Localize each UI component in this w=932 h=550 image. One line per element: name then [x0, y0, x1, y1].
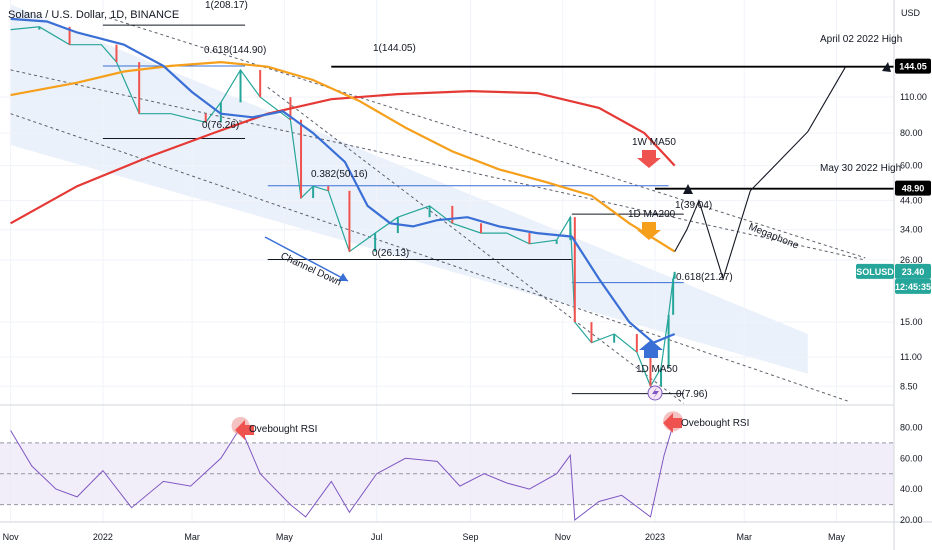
down-arrow-icon	[637, 222, 661, 240]
ma-line	[10, 60, 676, 253]
markers-layer	[235, 62, 891, 440]
dashed-trendline	[108, 17, 866, 259]
symbol-tag	[856, 263, 894, 279]
rsi-line	[10, 419, 676, 521]
rsi-tick: 20.00	[900, 515, 923, 525]
price-line	[10, 26, 676, 388]
level-tag	[895, 58, 931, 74]
projection-arrow-icon	[882, 62, 891, 72]
currency-label: USD	[901, 8, 921, 18]
rsi-tick: 60.00	[900, 453, 923, 463]
may-high-label: May 30 2022 High	[820, 163, 901, 174]
trend-lines	[10, 17, 866, 404]
price-tick: 110.00	[900, 92, 927, 102]
level-tag-text: 144.05	[899, 62, 927, 72]
rsi-pane	[0, 411, 894, 521]
dashed-trendline	[10, 69, 866, 261]
fib-label: 1(144.05)	[373, 43, 416, 54]
fib-label: 0(26.13)	[372, 248, 409, 259]
level-tag	[895, 180, 931, 196]
grid	[0, 0, 894, 522]
april-high-label: April 02 2022 High	[820, 34, 902, 45]
dashed-trendline	[10, 113, 851, 403]
countdown-tag-text: 12:45:35	[895, 282, 931, 292]
channel-arrow-icon	[338, 273, 348, 281]
fib-label: 0(76.26)	[202, 120, 239, 131]
level-tag-text: 48.90	[902, 184, 925, 194]
price-tick: 15.00	[900, 317, 923, 327]
overbought-rsi-label-2: Ovebought RSI	[681, 418, 749, 429]
fib-label: 0.382(50.16)	[311, 169, 368, 180]
symbol-tag-text: SOLUSD	[856, 267, 894, 277]
countdown-tag	[895, 278, 931, 294]
up-arrow-icon	[639, 340, 663, 358]
price-tick: 34.00	[900, 225, 923, 235]
time-label: Nov	[555, 532, 572, 542]
time-label: Mar	[184, 532, 200, 542]
rsi-tick: 80.00	[900, 422, 923, 432]
price-tick: 11.00	[900, 352, 922, 362]
left-arrow-icon	[663, 413, 682, 433]
left-arrow-icon	[235, 420, 254, 440]
projection-path	[674, 66, 847, 281]
ma-line	[10, 17, 676, 344]
channel-arrow	[264, 236, 349, 282]
price-tick: 44.00	[900, 196, 923, 206]
down-arrow-icon	[637, 150, 661, 168]
ma-1d200-label: 1D MA200	[628, 209, 676, 220]
fib-label: 0(7.96)	[676, 389, 708, 400]
last-price-tag	[895, 263, 931, 279]
rsi-tick: 40.00	[900, 484, 923, 494]
price-tick: 26.00	[900, 255, 923, 265]
time-label: May	[828, 532, 846, 542]
axes: 110.00 80.00 60.00 44.00 34.00 26.00 15.00 11.0…	[3, 58, 931, 542]
ma-1d50-label: 1D MA50	[636, 364, 678, 375]
price-tick: 80.00	[900, 128, 923, 138]
ma-1w50-label: 1W MA50	[632, 137, 676, 148]
fib-label: 0.618(21.27)	[676, 272, 733, 283]
symbol-title[interactable]: Solana / U.S. Dollar, 1D, BINANCE	[8, 9, 179, 21]
fib-label: 1(208.17)	[205, 0, 248, 11]
time-label: 2023	[645, 532, 665, 542]
time-label: Jul	[371, 532, 383, 542]
time-label: Sep	[462, 532, 478, 542]
last-price-tag-text: 23.40	[902, 267, 925, 277]
price-tick: 8.50	[900, 381, 918, 391]
fib-label: 0.618(144.90)	[204, 45, 266, 56]
time-label: Mar	[736, 532, 752, 542]
time-label: 2022	[93, 532, 113, 542]
time-label: May	[276, 532, 294, 542]
fib-label: 1(39.04)	[675, 200, 712, 211]
ma-line	[10, 89, 676, 225]
overbought-rsi-label-1: Ovebought RSI	[249, 424, 317, 435]
time-label: Nov	[3, 532, 20, 542]
price-tick: 60.00	[900, 161, 923, 171]
projection-arrow-icon	[683, 184, 693, 194]
series-layer	[10, 17, 847, 388]
lightning-icon	[652, 387, 659, 399]
